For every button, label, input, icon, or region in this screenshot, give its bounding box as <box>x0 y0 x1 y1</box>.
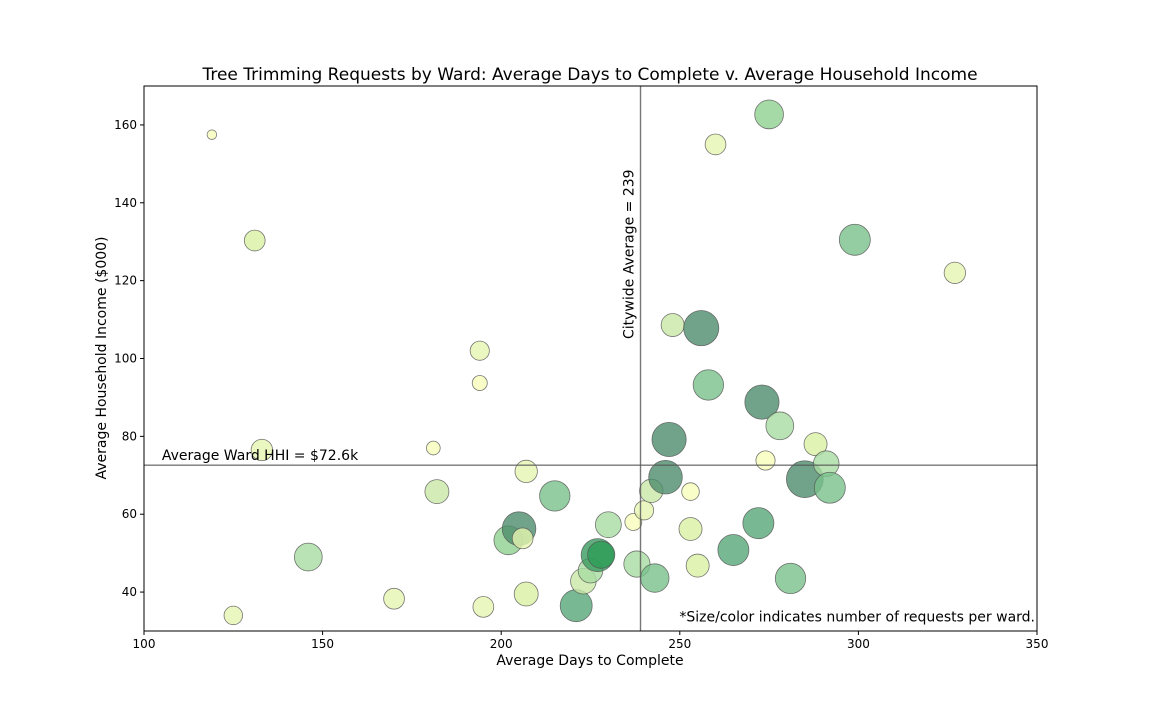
ward-bubble-10 <box>471 375 488 391</box>
ward-bubble-3 <box>250 438 273 462</box>
ward-bubble-31 <box>660 313 685 337</box>
y-tick-label: 160 <box>114 118 137 132</box>
chart-title: Tree Trimming Requests by Ward: Average … <box>201 65 977 85</box>
plot-area: Citywide Average = 239 Average Ward HHI … <box>143 85 1038 632</box>
ward-bubble-23 <box>594 511 622 539</box>
ward-bubble-9 <box>469 340 490 361</box>
ward-bubble-22 <box>587 540 616 569</box>
ward-bubble-40 <box>744 384 780 420</box>
x-tick-label: 150 <box>311 637 334 651</box>
x-tick-label: 300 <box>847 637 870 651</box>
ward-bubble-44 <box>774 562 807 595</box>
x-axis-label: Average Days to Complete <box>496 653 683 669</box>
x-tick-label: 100 <box>133 637 156 651</box>
ward-bubble-36 <box>692 369 724 401</box>
ward-bubble-49 <box>838 223 871 256</box>
ward-bubble-50 <box>943 261 966 284</box>
citywide-average-label: Citywide Average = 239 <box>622 169 638 339</box>
y-tick-label: 40 <box>122 585 137 599</box>
x-tick-label: 350 <box>1026 637 1049 651</box>
ward-bubble-5 <box>293 542 323 572</box>
ward-bubble-1 <box>206 129 218 140</box>
ward-bubble-29 <box>651 421 687 457</box>
ward-bubble-33 <box>678 517 703 541</box>
y-tick-label: 100 <box>114 352 137 366</box>
ward-bubble-8 <box>424 479 450 505</box>
ward-bubble-43 <box>765 411 795 441</box>
x-tick-label: 200 <box>490 637 513 651</box>
y-tick-label: 120 <box>114 274 137 288</box>
x-axis-ticks: 100 150 200 250 300 350 <box>133 631 1049 651</box>
ward-bubble-46 <box>803 432 828 457</box>
ward-bubble-34 <box>685 553 710 578</box>
ward-bubble-48 <box>813 471 846 504</box>
ward-bubble-11 <box>472 596 495 618</box>
ward-bubble-18 <box>559 589 593 623</box>
y-tick-label: 80 <box>122 429 137 443</box>
ward-bubble-17 <box>539 480 571 512</box>
ward-bubble-12 <box>514 459 538 483</box>
ward-bubble-16 <box>511 527 534 550</box>
ward-bubble-2 <box>243 229 266 252</box>
ward-bubble-30 <box>648 460 683 495</box>
y-axis-label: Average Household Income ($000) <box>94 237 110 480</box>
ward-bubble-37 <box>704 133 727 156</box>
ward-bubble-4 <box>223 605 243 626</box>
ward-bubble-7 <box>426 440 441 456</box>
y-axis-ticks: 40 60 80 100 120 140 160 <box>114 118 144 599</box>
ward-bubble-32 <box>681 482 700 501</box>
ward-bubble-25 <box>634 500 655 521</box>
ward-bubble-28 <box>640 563 670 593</box>
ward-bubble-41 <box>755 450 776 471</box>
bubble-layer <box>206 99 966 626</box>
y-tick-label: 140 <box>114 196 137 210</box>
ward-bubble-6 <box>383 587 405 610</box>
ward-bubble-42 <box>754 99 784 130</box>
average-hhi-label: Average Ward HHI = $72.6k <box>162 448 359 464</box>
size-color-footnote: *Size/color indicates number of requests… <box>679 609 1035 625</box>
ward-bubble-35 <box>683 310 720 347</box>
x-tick-label: 250 <box>668 637 691 651</box>
ward-bubble-13 <box>513 581 539 607</box>
ward-bubble-38 <box>717 534 750 566</box>
y-tick-label: 60 <box>122 507 137 521</box>
ward-bubble-39 <box>742 507 775 540</box>
